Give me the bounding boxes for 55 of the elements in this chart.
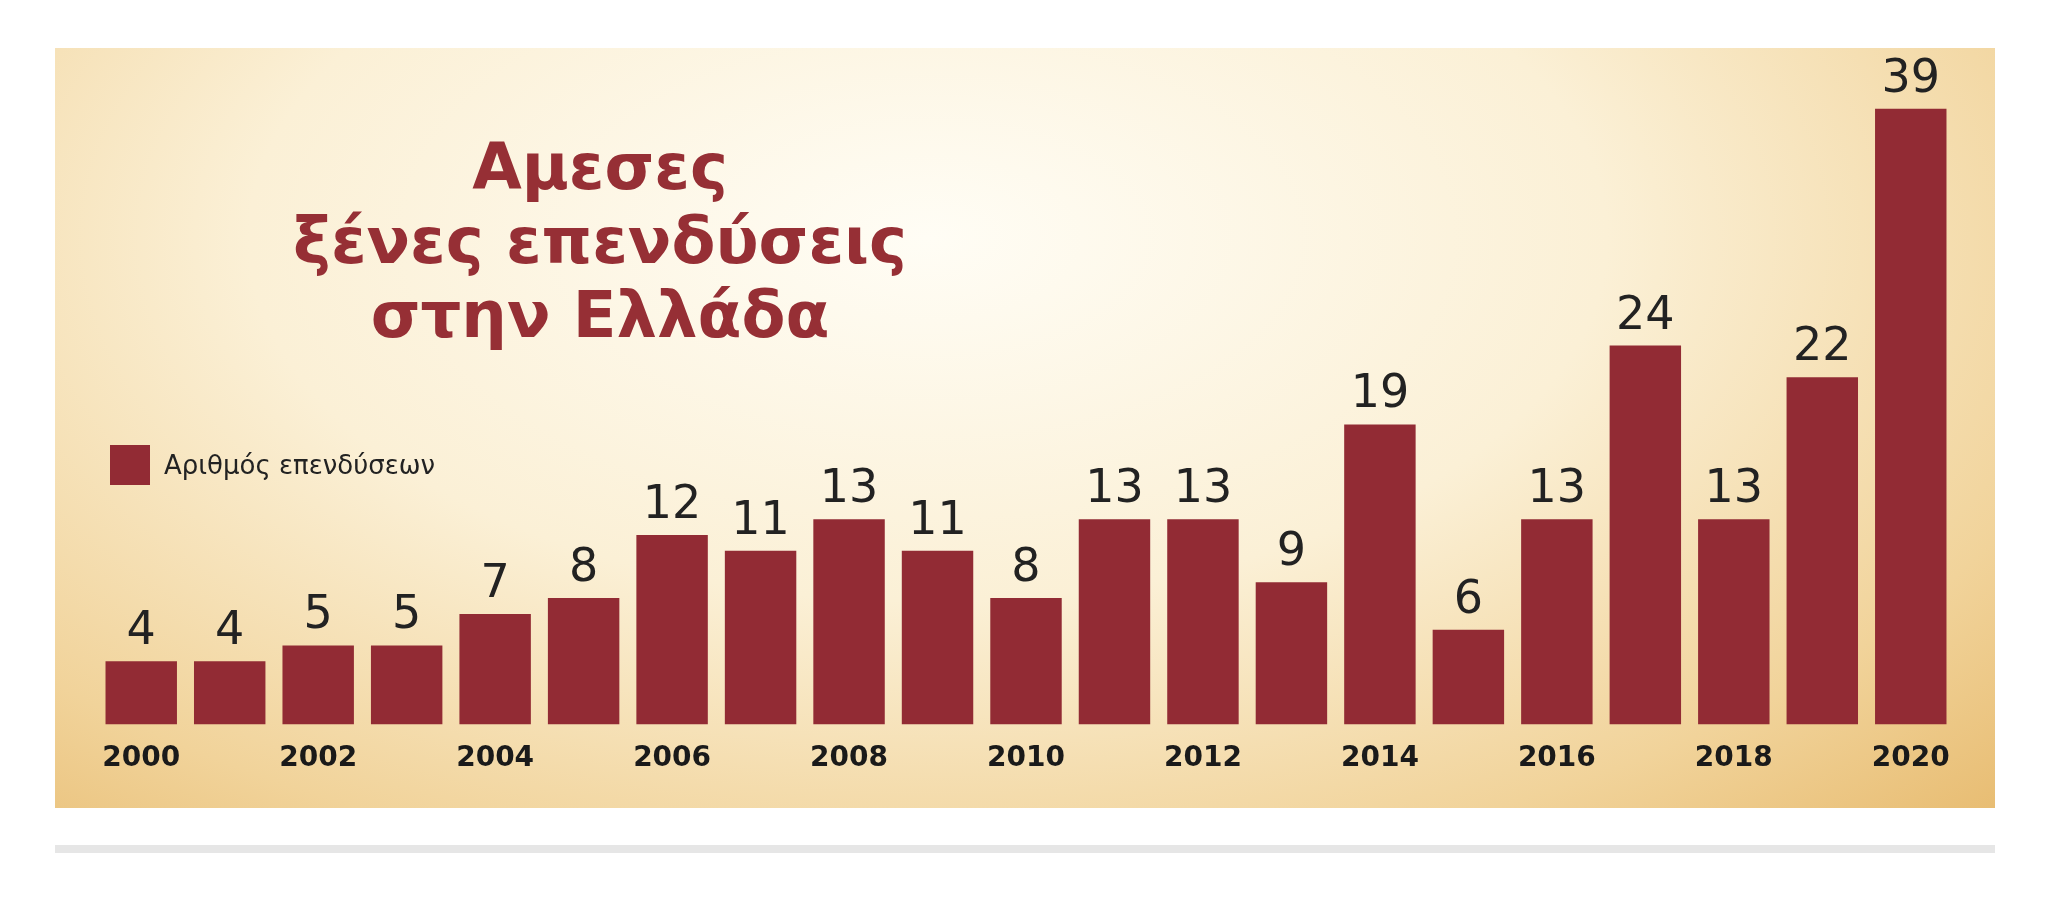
bar: [193, 661, 266, 725]
x-tick-label: 2018: [1694, 740, 1773, 774]
bar: [1609, 345, 1682, 725]
bar: [990, 598, 1062, 725]
data-label: 5: [392, 585, 422, 640]
data-label: 5: [303, 585, 333, 640]
data-label: 7: [480, 553, 510, 608]
data-label: 8: [568, 538, 599, 593]
bar: [1875, 108, 1947, 725]
x-tick-label: 2014: [1340, 740, 1419, 774]
data-label: 13: [1704, 459, 1764, 514]
bar: [724, 550, 797, 725]
data-label: 6: [1453, 569, 1484, 624]
data-label: 13: [1527, 459, 1587, 514]
bar: [813, 519, 885, 725]
data-label: 11: [908, 490, 967, 545]
bar: [1167, 519, 1239, 725]
data-label: 8: [1011, 538, 1041, 593]
bar: [1432, 629, 1505, 725]
data-label: 9: [1276, 522, 1307, 577]
data-label: 13: [1173, 459, 1233, 514]
x-tick-label: 2008: [810, 740, 889, 774]
bar: [1521, 519, 1593, 725]
bar: [459, 613, 531, 725]
data-label: 13: [819, 459, 879, 514]
x-tick-label: 2002: [279, 740, 358, 774]
bar: [1698, 519, 1770, 725]
data-label: 11: [731, 490, 790, 545]
data-label: 39: [1881, 48, 1941, 103]
x-tick-label: 2000: [102, 740, 181, 774]
bar: [370, 645, 443, 725]
bar: [1786, 377, 1859, 725]
bar: [636, 534, 708, 725]
bar: [901, 550, 974, 725]
legend-label: Αριθμός επενδύσεων: [164, 450, 436, 480]
x-tick-label: 2006: [633, 740, 712, 774]
data-label: 4: [215, 601, 245, 656]
x-tick-label: 2004: [456, 740, 535, 774]
bar: [1344, 424, 1416, 725]
data-label: 24: [1616, 285, 1675, 340]
bar: [282, 645, 354, 725]
x-tick-label: 2016: [1517, 740, 1596, 774]
x-tick-label: 2020: [1871, 740, 1950, 774]
data-label: 12: [642, 474, 702, 529]
data-label: 22: [1793, 317, 1852, 372]
x-tick-label: 2010: [987, 740, 1065, 774]
bar: [547, 598, 620, 725]
bar: [1078, 519, 1151, 725]
data-label: 19: [1350, 364, 1410, 419]
bar: [105, 661, 177, 725]
data-label: 4: [126, 601, 156, 656]
data-label: 13: [1085, 459, 1144, 514]
x-tick-label: 2012: [1163, 740, 1242, 774]
text: Αμεσες ξένες επενδύσεις στην Ελλάδα: [292, 130, 908, 352]
bar: [1255, 582, 1328, 725]
